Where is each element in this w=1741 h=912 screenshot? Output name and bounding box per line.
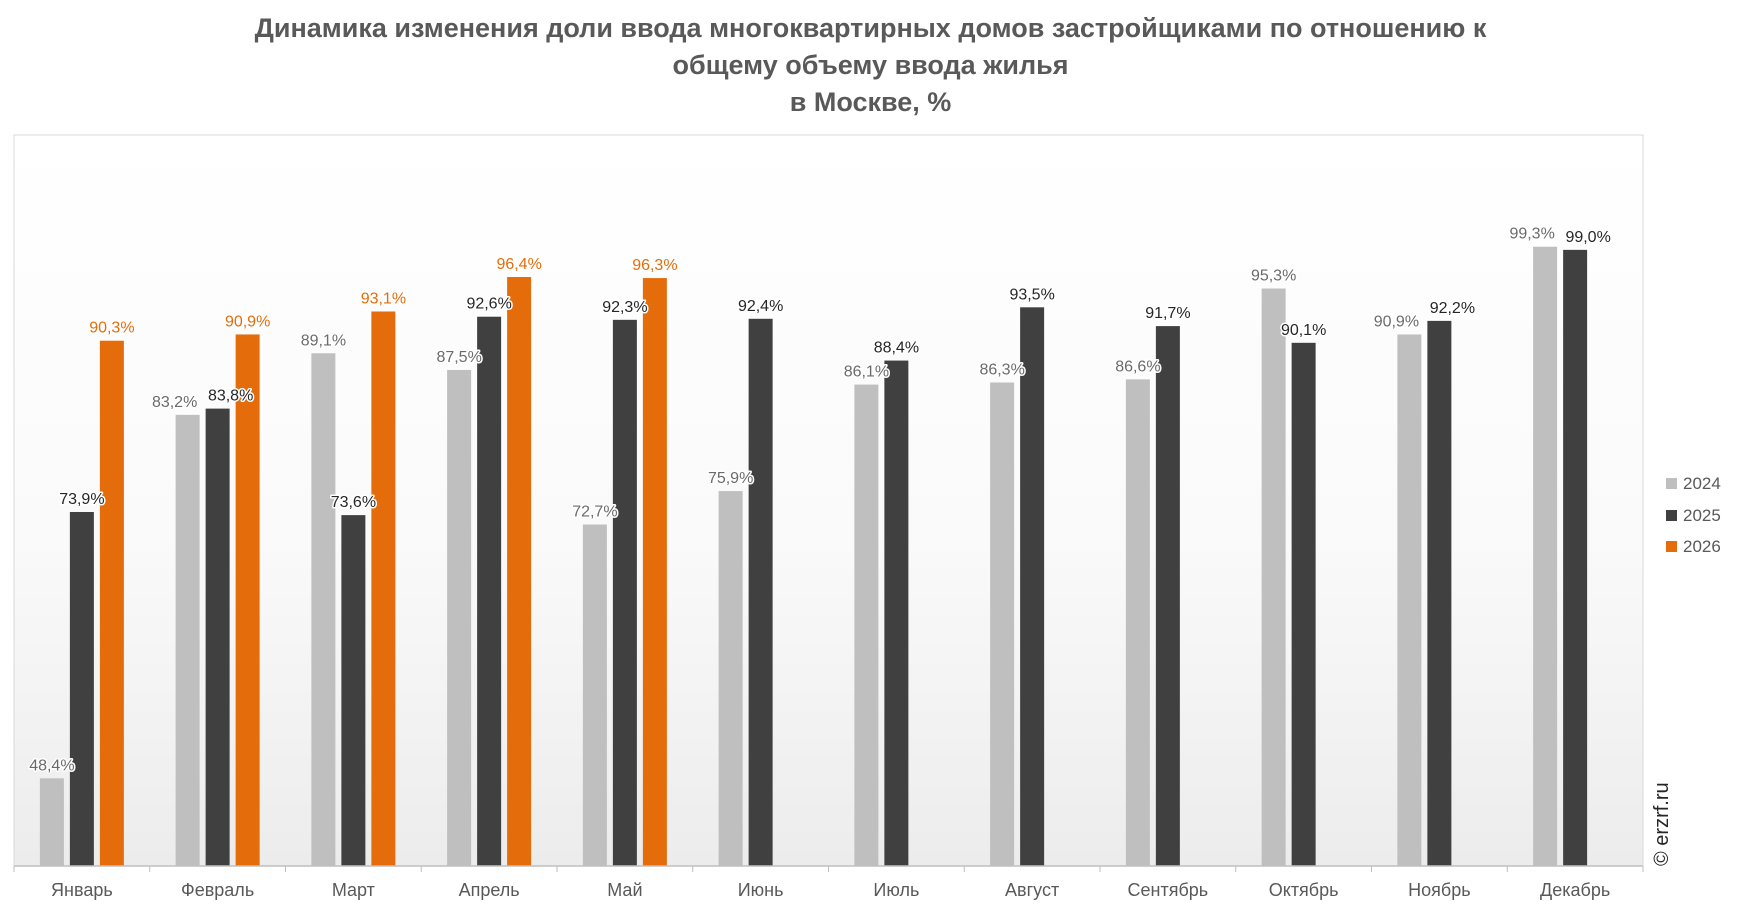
x-tick-label: Сентябрь [1128,880,1209,900]
bar-2024-7 [854,384,879,866]
x-tick-label: Октябрь [1269,880,1339,900]
data-label-2026-3: 93,1% [361,290,406,307]
legend-item-2025: 2025 [1666,500,1721,532]
legend-label-2025: 2025 [1683,505,1721,525]
bars-group [39,246,1588,867]
data-label-2026-1: 90,3% [89,320,134,337]
bar-2025-10 [1291,342,1316,866]
legend-label-2024: 2024 [1683,474,1721,493]
bar-2024-5 [582,524,607,866]
legend: 2024 2025 2026 [1666,468,1721,563]
bar-2025-2 [205,408,230,866]
x-tick-label: Июнь [738,880,784,900]
bar-2026-4 [507,277,532,867]
data-label-2024-10: 95,3% [1251,268,1296,285]
bar-2025-5 [612,319,637,866]
x-tick-label: Январь [51,880,113,900]
bar-2025-3 [341,515,366,866]
data-label-2024-12: 99,3% [1509,226,1554,243]
bar-2025-8 [1020,307,1045,866]
x-tick-label: Ноябрь [1408,880,1470,900]
data-label-2024-11: 90,9% [1374,313,1419,330]
legend-label-2026: 2026 [1683,537,1721,556]
x-tick-label: Май [607,880,642,900]
bar-2026-1 [99,340,124,867]
bar-2024-11 [1397,334,1422,866]
data-label-2025-2: 83,8% [208,388,253,405]
bar-2025-12 [1563,249,1588,866]
bar-2025-6 [748,318,773,866]
data-label-2025-3: 73,6% [331,494,376,511]
bar-2024-12 [1533,246,1558,866]
x-axis-ticks [13,866,1644,872]
data-label-2025-12: 99,0% [1565,229,1610,246]
x-tick-label: Июль [873,880,919,900]
x-tick-label: Март [332,880,375,900]
legend-swatch-2026 [1666,541,1677,553]
plot-area [13,134,1644,867]
data-label-2025-11: 92,2% [1430,300,1475,317]
bar-2024-10 [1261,288,1286,866]
data-label-2024-8: 86,3% [979,361,1024,378]
x-tick-label: Февраль [181,880,254,900]
legend-item-2026: 2026 [1666,531,1721,563]
bar-2025-1 [69,511,94,866]
data-label-2025-1: 73,9% [59,491,104,508]
x-tick-label: Август [1005,880,1059,900]
x-tick-label: Апрель [459,880,520,900]
data-label-2025-7: 88,4% [874,340,919,357]
data-label-2025-9: 91,7% [1145,305,1190,322]
legend-swatch-2024 [1666,478,1677,490]
data-label-2025-6: 92,4% [738,298,783,315]
bar-2024-9 [1125,379,1150,866]
bar-2026-3 [371,311,396,867]
x-axis-labels: Январь Февраль Март Апрель Май Июнь Июль Август… [51,880,1610,900]
legend-swatch-2025 [1666,509,1677,521]
data-label-2024-5: 72,7% [572,504,617,521]
bar-2024-6 [718,491,743,866]
bar-2024-1 [39,778,64,866]
data-label-2025-5: 92,3% [602,299,647,316]
bar-2024-4 [447,369,472,866]
data-label-2025-4: 92,6% [466,296,511,313]
bar-2025-7 [884,360,909,866]
data-label-2024-4: 87,5% [436,349,481,366]
bar-2026-2 [235,334,260,866]
chart-title-line-1: Динамика изменения доли ввода многокварт… [254,13,1487,43]
x-tick-label: Декабрь [1540,880,1610,900]
bar-2025-9 [1155,326,1180,867]
data-label-2024-7: 86,1% [844,364,889,381]
data-label-2026-4: 96,4% [496,256,541,273]
data-label-2024-3: 89,1% [301,332,346,349]
watermark-text: © erzrf.ru [1651,782,1673,866]
data-label-2024-9: 86,6% [1115,358,1160,375]
legend-item-2024: 2024 [1666,468,1721,500]
data-label-2026-2: 90,9% [225,313,270,330]
bar-2024-2 [175,414,200,866]
chart-title-line-3: в Москве, % [789,87,952,117]
bar-2026-5 [642,278,667,866]
bar-2025-11 [1427,320,1452,867]
data-labels-group: 48,4% 73,9% 90,3% 83,2% 83,8% 90,9% 89,1% 73,6%… [28,224,1613,776]
data-label-2025-10: 90,1% [1281,322,1326,339]
bar-2025-4 [477,316,502,867]
data-label-2026-5: 96,3% [632,257,677,274]
data-label-2024-6: 75,9% [708,470,753,487]
chart-title-line-2: общему объему ввода жилья [672,50,1069,80]
bar-2024-8 [990,382,1015,866]
data-label-2024-2: 83,2% [152,394,197,411]
data-label-2025-8: 93,5% [1009,286,1054,303]
bar-2024-3 [311,353,336,866]
chart-title: Динамика изменения доли ввода многокварт… [0,10,1741,121]
data-label-2024-1: 48,4% [29,757,74,774]
